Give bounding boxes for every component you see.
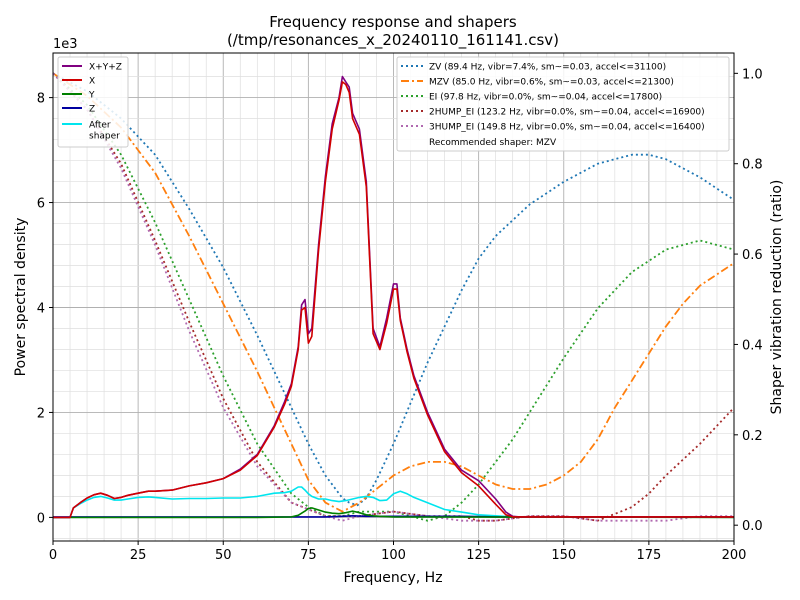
shaper-curve-0 — [52, 72, 735, 507]
shaper-curve-3 — [52, 72, 735, 522]
psd-curves — [53, 75, 735, 519]
psd-legend-label: Y — [88, 91, 95, 101]
recommended-shaper-label: Recommended shaper: MZV — [429, 138, 557, 148]
y-right-tick-label: 0.2 — [742, 429, 763, 444]
y-axis-left-ticks: 0 2 4 6 8 — [37, 92, 53, 526]
shaper-legend-label: 3HUMP_EI (149.8 Hz, vibr=0.0%, sm~=0.04,… — [429, 123, 705, 133]
psd-curve-4 — [53, 486, 734, 519]
shaper-legend-label: EI (97.8 Hz, vibr=0.0%, sm~=0.04, accel<… — [429, 93, 662, 103]
y-right-tick-label: 0.4 — [742, 338, 763, 353]
shaper-legend: ZV (89.4 Hz, vibr=7.4%, sm~=0.03, accel<… — [396, 56, 730, 152]
y-left-tick-label: 6 — [37, 197, 45, 212]
y-right-tick-label: 0.0 — [742, 519, 763, 534]
shaper-legend-box — [396, 56, 730, 152]
shaper-curve-2 — [52, 72, 735, 522]
y-left-tick-label: 8 — [37, 92, 45, 107]
x-tick-label: 50 — [215, 548, 232, 563]
x-axis-label: Frequency, Hz — [343, 570, 442, 586]
y-left-tick-label: 4 — [37, 301, 45, 316]
x-tick-label: 0 — [49, 548, 57, 563]
psd-legend-label: Z — [89, 105, 95, 115]
shaper-curves — [52, 72, 735, 522]
shaper-legend-label: MZV (85.0 Hz, vibr=0.6%, sm~=0.03, accel… — [429, 78, 674, 88]
left-axis-scale-label: 1e3 — [53, 37, 78, 52]
y-axis-right-ticks: 0.0 0.2 0.4 0.6 0.8 1.0 — [734, 67, 763, 534]
psd-curve-1 — [53, 81, 734, 519]
chart-title-line1: Frequency response and shapers — [269, 13, 517, 31]
psd-legend-label: After — [89, 121, 111, 131]
x-tick-label: 150 — [551, 548, 576, 563]
psd-curve-2 — [53, 507, 735, 519]
y-left-tick-label: 0 — [37, 511, 45, 526]
y-left-tick-label: 2 — [37, 406, 45, 421]
x-tick-label: 25 — [130, 548, 147, 563]
shaper-legend-label: ZV (89.4 Hz, vibr=7.4%, sm~=0.03, accel<… — [429, 63, 666, 73]
y-right-tick-label: 1.0 — [742, 67, 763, 82]
x-tick-label: 175 — [636, 548, 661, 563]
psd-legend-label: shaper — [89, 132, 120, 142]
y-right-tick-label: 0.6 — [742, 248, 763, 263]
y-right-tick-label: 0.8 — [742, 158, 763, 173]
chart-title-line2: (/tmp/resonances_x_20240110_161141.csv) — [227, 31, 559, 50]
x-tick-label: 200 — [722, 548, 747, 563]
psd-legend-label: X — [89, 77, 95, 87]
x-tick-label: 100 — [381, 548, 406, 563]
y-axis-right-label: Shaper vibration reduction (ratio) — [769, 180, 785, 415]
x-tick-label: 75 — [300, 548, 317, 563]
psd-legend-label: X+Y+Z — [89, 63, 122, 73]
x-tick-label: 125 — [466, 548, 491, 563]
x-axis-ticks: 0 25 50 75 100 125 150 175 200 — [49, 541, 747, 563]
y-axis-left-label: Power spectral density — [13, 218, 29, 377]
shaper-legend-label: 2HUMP_EI (123.2 Hz, vibr=0.0%, sm~=0.04,… — [429, 108, 705, 118]
shaper-curve-1 — [52, 72, 735, 513]
